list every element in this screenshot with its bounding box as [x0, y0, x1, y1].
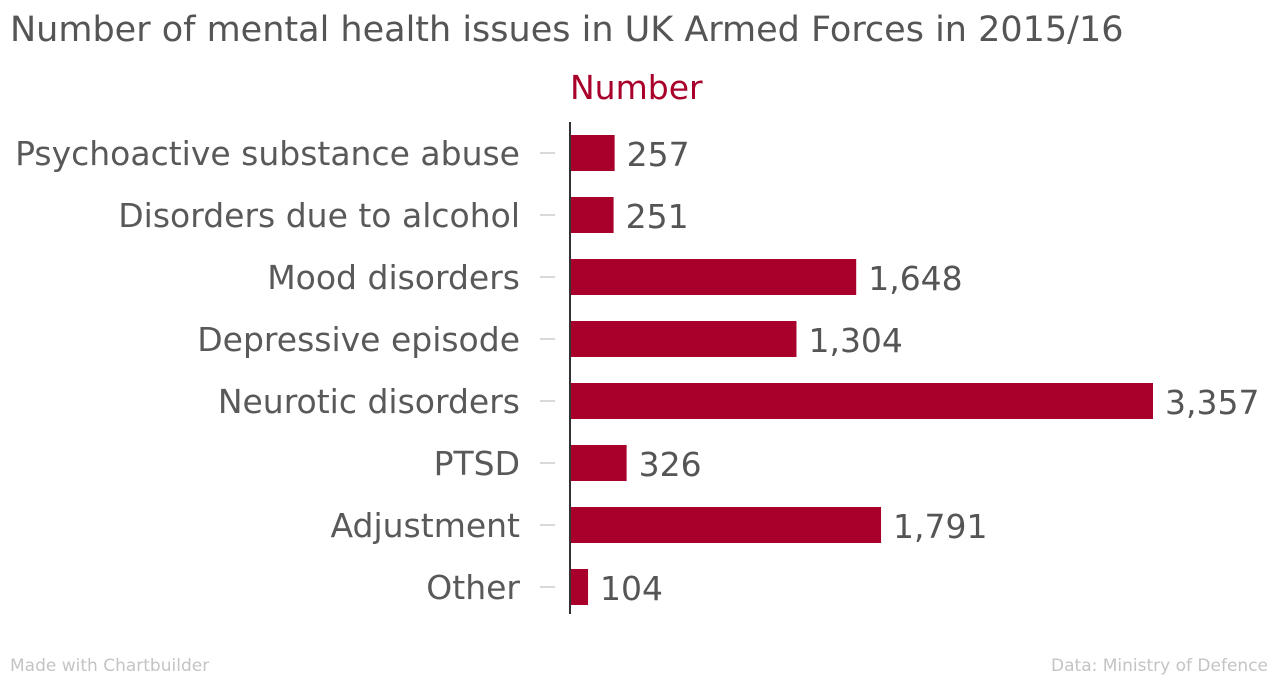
category-labels-group: Psychoactive substance abuse Disorders du…: [15, 134, 520, 607]
bar-5: [570, 445, 627, 481]
value-label-5: 326: [639, 445, 702, 484]
footer-source: Data: Ministry of Defence: [1051, 656, 1268, 676]
ticks-group: [540, 152, 555, 588]
value-label-3: 1,304: [808, 321, 902, 360]
value-label-4: 3,357: [1165, 383, 1259, 422]
bar-0: [570, 135, 615, 171]
category-label-6: Adjustment: [331, 506, 521, 545]
category-label-1: Disorders due to alcohol: [118, 196, 520, 235]
chart-title: Number of mental health issues in UK Arm…: [10, 10, 1124, 50]
category-label-7: Other: [426, 568, 520, 607]
series-label: Number: [570, 68, 703, 107]
footer-credit: Made with Chartbuilder: [10, 656, 210, 676]
bar-2: [570, 259, 857, 295]
value-label-0: 257: [627, 135, 690, 174]
bar-7: [570, 569, 589, 605]
value-labels-group: 257 251 1,648 1,304 3,357 326 1,791 104: [600, 135, 1259, 608]
value-label-6: 1,791: [893, 507, 987, 546]
bar-3: [570, 321, 797, 357]
category-label-3: Depressive episode: [197, 320, 520, 359]
value-label-7: 104: [600, 569, 663, 608]
category-label-4: Neurotic disorders: [218, 382, 520, 421]
bar-1: [570, 197, 614, 233]
bars-group: [570, 135, 1153, 605]
value-label-2: 1,648: [868, 259, 962, 298]
category-label-0: Psychoactive substance abuse: [15, 134, 520, 173]
value-label-1: 251: [626, 197, 689, 236]
category-label-2: Mood disorders: [267, 258, 520, 297]
category-label-5: PTSD: [434, 444, 520, 483]
bar-6: [570, 507, 882, 543]
bar-4: [570, 383, 1153, 419]
